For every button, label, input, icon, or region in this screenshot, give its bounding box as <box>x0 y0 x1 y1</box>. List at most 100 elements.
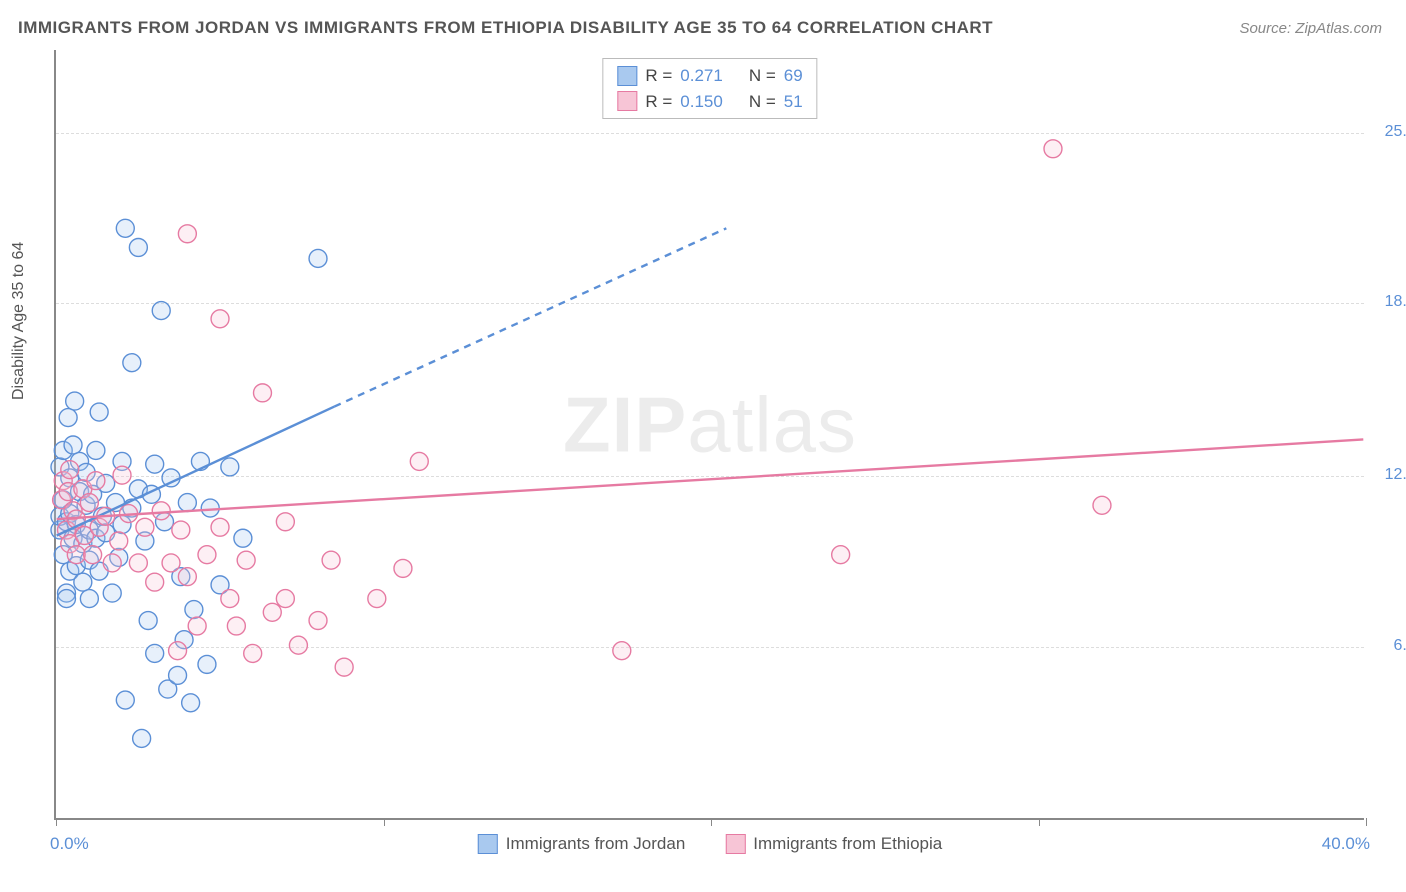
x-axis-max-label: 40.0% <box>1322 834 1370 854</box>
scatter-point-ethiopia <box>152 502 170 520</box>
scatter-point-jordan <box>146 644 164 662</box>
legend-item-jordan: Immigrants from Jordan <box>478 834 686 854</box>
scatter-point-jordan <box>116 691 134 709</box>
scatter-point-ethiopia <box>394 559 412 577</box>
scatter-point-ethiopia <box>276 513 294 531</box>
scatter-point-ethiopia <box>1093 496 1111 514</box>
y-axis-label: Disability Age 35 to 64 <box>10 242 28 400</box>
y-tick-label: 25.0% <box>1370 123 1406 141</box>
r-label: R = <box>645 63 672 89</box>
scatter-point-jordan <box>74 573 92 591</box>
stats-row-ethiopia: R = 0.150 N = 51 <box>617 89 802 115</box>
scatter-point-jordan <box>234 529 252 547</box>
legend-item-ethiopia: Immigrants from Ethiopia <box>725 834 942 854</box>
scatter-point-ethiopia <box>309 612 327 630</box>
scatter-point-jordan <box>185 601 203 619</box>
x-tick <box>711 818 712 826</box>
swatch-jordan-bottom <box>478 834 498 854</box>
scatter-point-jordan <box>221 458 239 476</box>
n-label: N = <box>749 63 776 89</box>
r-value: 0.271 <box>680 63 723 89</box>
swatch-ethiopia <box>617 91 637 111</box>
r-value: 0.150 <box>680 89 723 115</box>
x-tick <box>1039 818 1040 826</box>
scatter-point-ethiopia <box>61 461 79 479</box>
scatter-point-ethiopia <box>178 225 196 243</box>
chart-title: IMMIGRANTS FROM JORDAN VS IMMIGRANTS FRO… <box>18 18 993 38</box>
scatter-point-ethiopia <box>335 658 353 676</box>
scatter-point-jordan <box>178 494 196 512</box>
scatter-point-ethiopia <box>276 590 294 608</box>
scatter-point-ethiopia <box>136 518 154 536</box>
scatter-point-jordan <box>309 249 327 267</box>
trend-line-ethiopia <box>57 439 1364 519</box>
scatter-point-jordan <box>87 441 105 459</box>
x-tick <box>1366 818 1367 826</box>
trend-line-ext-jordan <box>334 228 726 406</box>
scatter-point-ethiopia <box>162 554 180 572</box>
scatter-point-ethiopia <box>254 384 272 402</box>
swatch-jordan <box>617 66 637 86</box>
scatter-point-jordan <box>116 219 134 237</box>
scatter-point-ethiopia <box>178 568 196 586</box>
scatter-svg <box>56 50 1364 818</box>
x-tick <box>56 818 57 826</box>
scatter-point-jordan <box>198 655 216 673</box>
x-axis-min-label: 0.0% <box>50 834 89 854</box>
scatter-point-ethiopia <box>613 642 631 660</box>
scatter-point-jordan <box>80 590 98 608</box>
scatter-point-jordan <box>59 409 77 427</box>
scatter-point-jordan <box>146 455 164 473</box>
scatter-point-ethiopia <box>87 472 105 490</box>
scatter-point-ethiopia <box>84 546 102 564</box>
x-tick <box>384 818 385 826</box>
scatter-point-ethiopia <box>146 573 164 591</box>
scatter-point-jordan <box>90 403 108 421</box>
scatter-point-jordan <box>103 584 121 602</box>
scatter-point-jordan <box>201 499 219 517</box>
n-label: N = <box>749 89 776 115</box>
scatter-point-ethiopia <box>221 590 239 608</box>
scatter-point-ethiopia <box>198 546 216 564</box>
scatter-point-ethiopia <box>244 644 262 662</box>
scatter-point-ethiopia <box>110 532 128 550</box>
scatter-point-jordan <box>152 302 170 320</box>
swatch-ethiopia-bottom <box>725 834 745 854</box>
scatter-point-ethiopia <box>67 546 85 564</box>
scatter-point-jordan <box>182 694 200 712</box>
scatter-point-ethiopia <box>103 554 121 572</box>
scatter-point-ethiopia <box>80 494 98 512</box>
scatter-point-ethiopia <box>113 466 131 484</box>
n-value: 51 <box>784 89 803 115</box>
scatter-point-jordan <box>133 729 151 747</box>
scatter-point-jordan <box>58 590 76 608</box>
stats-row-jordan: R = 0.271 N = 69 <box>617 63 802 89</box>
scatter-point-ethiopia <box>1044 140 1062 158</box>
scatter-point-jordan <box>139 612 157 630</box>
stats-legend: R = 0.271 N = 69 R = 0.150 N = 51 <box>602 58 817 119</box>
scatter-point-jordan <box>123 354 141 372</box>
y-tick-label: 18.8% <box>1370 293 1406 311</box>
scatter-point-ethiopia <box>263 603 281 621</box>
scatter-point-ethiopia <box>211 518 229 536</box>
source-attribution: Source: ZipAtlas.com <box>1239 20 1382 37</box>
legend-label-jordan: Immigrants from Jordan <box>506 834 686 854</box>
scatter-point-jordan <box>169 666 187 684</box>
r-label: R = <box>645 89 672 115</box>
scatter-point-jordan <box>66 392 84 410</box>
chart-plot-area: ZIPatlas R = 0.271 N = 69 R = 0.150 N = … <box>54 50 1364 820</box>
n-value: 69 <box>784 63 803 89</box>
scatter-point-ethiopia <box>237 551 255 569</box>
scatter-point-jordan <box>129 239 147 257</box>
y-tick-label: 6.3% <box>1370 637 1406 655</box>
scatter-point-ethiopia <box>188 617 206 635</box>
scatter-point-ethiopia <box>129 554 147 572</box>
scatter-point-ethiopia <box>211 310 229 328</box>
scatter-point-jordan <box>64 436 82 454</box>
scatter-point-ethiopia <box>410 452 428 470</box>
scatter-point-ethiopia <box>169 642 187 660</box>
y-tick-label: 12.5% <box>1370 466 1406 484</box>
bottom-legend: Immigrants from Jordan Immigrants from E… <box>478 834 942 854</box>
scatter-point-ethiopia <box>322 551 340 569</box>
scatter-point-ethiopia <box>289 636 307 654</box>
